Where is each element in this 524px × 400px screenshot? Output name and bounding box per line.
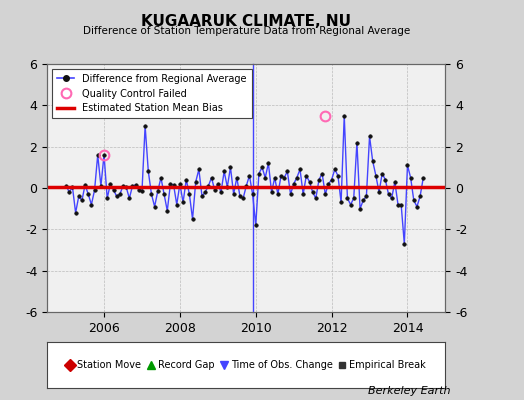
Legend: Station Move, Record Gap, Time of Obs. Change, Empirical Break: Station Move, Record Gap, Time of Obs. C… [63, 356, 430, 374]
Text: Berkeley Earth: Berkeley Earth [368, 386, 451, 396]
Text: KUGAARUK CLIMATE, NU: KUGAARUK CLIMATE, NU [141, 14, 351, 29]
Text: Difference of Station Temperature Data from Regional Average: Difference of Station Temperature Data f… [83, 26, 410, 36]
Legend: Difference from Regional Average, Quality Control Failed, Estimated Station Mean: Difference from Regional Average, Qualit… [52, 69, 252, 118]
